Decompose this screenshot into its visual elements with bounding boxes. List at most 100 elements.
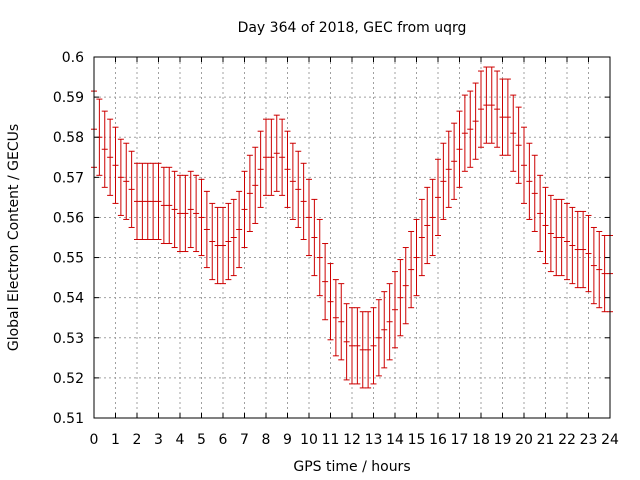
data-point bbox=[580, 210, 587, 289]
data-point bbox=[300, 162, 307, 241]
data-point bbox=[359, 311, 366, 389]
data-point bbox=[558, 198, 565, 277]
data-point bbox=[101, 110, 108, 188]
y-tick-label: 0.52 bbox=[53, 371, 84, 387]
y-tick-label: 0.58 bbox=[53, 130, 84, 146]
chart-title: Day 364 of 2018, GEC from uqrg bbox=[238, 20, 467, 36]
data-point bbox=[424, 186, 431, 265]
data-point bbox=[171, 170, 178, 249]
y-tick-label: 0.51 bbox=[53, 411, 84, 427]
y-tick-label: 0.57 bbox=[53, 170, 84, 186]
data-point bbox=[332, 279, 339, 357]
y-tick-label: 0.6 bbox=[62, 50, 84, 66]
data-point bbox=[112, 126, 119, 204]
data-point bbox=[397, 259, 404, 337]
x-tick-label: 23 bbox=[580, 432, 598, 448]
data-point bbox=[193, 174, 200, 253]
x-tick-label: 14 bbox=[386, 432, 404, 448]
data-point bbox=[365, 311, 372, 389]
data-point bbox=[504, 78, 511, 156]
data-point bbox=[494, 70, 501, 148]
data-point bbox=[155, 162, 162, 241]
data-point bbox=[510, 94, 517, 172]
data-point bbox=[166, 166, 173, 245]
data-point bbox=[134, 162, 140, 241]
data-point bbox=[349, 307, 355, 385]
data-point bbox=[214, 206, 221, 285]
data-point bbox=[413, 218, 420, 297]
x-tick-label: 5 bbox=[197, 432, 206, 448]
data-point bbox=[386, 283, 393, 361]
data-point bbox=[596, 230, 603, 309]
data-point bbox=[392, 271, 398, 349]
data-point bbox=[311, 198, 318, 277]
data-point bbox=[160, 166, 167, 245]
x-tick-label: 4 bbox=[176, 432, 185, 448]
x-tick-label: 17 bbox=[451, 432, 469, 448]
x-tick-label: 2 bbox=[133, 432, 142, 448]
data-point bbox=[354, 307, 361, 385]
data-point bbox=[521, 126, 527, 204]
x-tick-label: 0 bbox=[90, 432, 99, 448]
data-point bbox=[144, 162, 151, 241]
data-point bbox=[139, 162, 146, 241]
y-tick-label: 0.53 bbox=[53, 331, 84, 347]
data-point bbox=[252, 146, 259, 224]
x-tick-label: 13 bbox=[365, 432, 383, 448]
data-point bbox=[220, 206, 226, 285]
x-tick-label: 3 bbox=[154, 432, 163, 448]
x-tick-label: 18 bbox=[472, 432, 490, 448]
data-point bbox=[306, 178, 312, 257]
data-point bbox=[284, 130, 291, 208]
data-point bbox=[542, 186, 549, 265]
data-point bbox=[488, 66, 495, 144]
x-tick-label: 9 bbox=[283, 432, 292, 448]
data-point bbox=[203, 190, 210, 269]
y-tick-label: 0.59 bbox=[53, 90, 84, 106]
x-tick-label: 11 bbox=[322, 432, 340, 448]
data-point bbox=[289, 142, 296, 220]
data-point bbox=[295, 150, 302, 228]
data-point bbox=[225, 202, 232, 281]
data-point bbox=[327, 263, 334, 341]
x-tick-label: 19 bbox=[494, 432, 512, 448]
data-point bbox=[601, 234, 608, 313]
data-point bbox=[456, 110, 463, 188]
data-point bbox=[107, 118, 114, 196]
data-point bbox=[268, 118, 275, 196]
data-point bbox=[531, 154, 538, 232]
data-point bbox=[585, 214, 592, 293]
data-point bbox=[451, 122, 458, 200]
x-tick-label: 15 bbox=[408, 432, 426, 448]
data-point bbox=[241, 170, 248, 249]
data-point bbox=[590, 226, 597, 305]
data-point bbox=[574, 210, 581, 289]
data-point bbox=[478, 70, 484, 148]
data-point bbox=[564, 202, 570, 281]
x-tick-label: 24 bbox=[601, 432, 619, 448]
data-point bbox=[408, 230, 415, 309]
data-point bbox=[402, 247, 409, 325]
x-tick-label: 16 bbox=[429, 432, 447, 448]
y-axis-label: Global Electron Content / GECUs bbox=[6, 124, 22, 351]
data-point bbox=[198, 178, 205, 257]
data-point bbox=[467, 90, 474, 168]
data-point bbox=[246, 154, 253, 232]
data-point bbox=[515, 106, 522, 184]
data-point bbox=[123, 142, 130, 220]
axes: 0 1 2 3 4 5 6 7 8 9 10 11 12 13 14 15 16 17 18 19 20 21 22 23 24… bbox=[53, 50, 619, 448]
data-point bbox=[370, 307, 377, 385]
data-point bbox=[236, 190, 243, 269]
data-point bbox=[117, 138, 124, 216]
data-point bbox=[435, 158, 441, 236]
x-axis-label: GPS time / hours bbox=[293, 459, 410, 475]
x-tick-label: 7 bbox=[240, 432, 249, 448]
data-point bbox=[263, 118, 269, 196]
data-point bbox=[150, 162, 157, 241]
data-point bbox=[483, 66, 490, 144]
data-point bbox=[375, 299, 382, 377]
data-point bbox=[177, 174, 183, 253]
x-tick-label: 21 bbox=[537, 432, 555, 448]
data-point bbox=[316, 218, 323, 297]
